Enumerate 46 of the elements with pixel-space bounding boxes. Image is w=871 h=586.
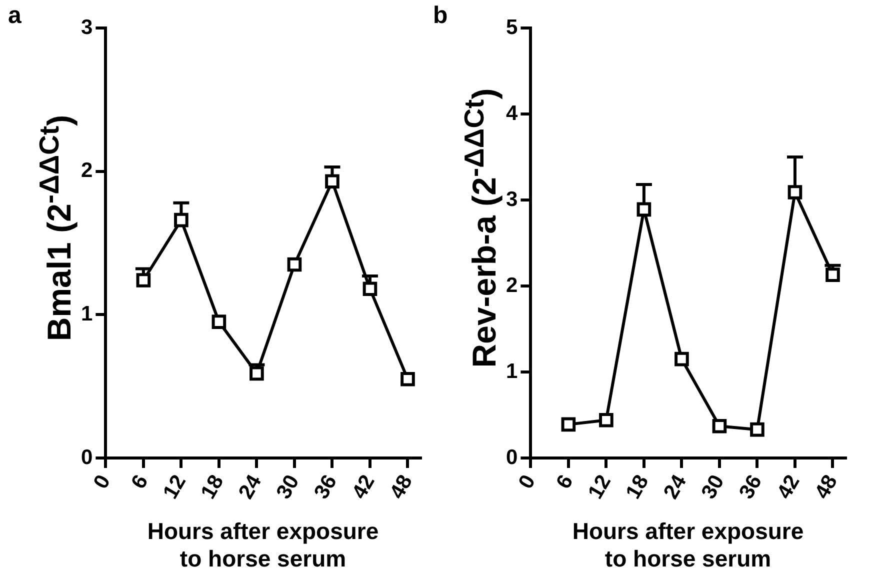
point	[826, 268, 840, 282]
y-tick-label: 1	[506, 360, 518, 383]
point	[750, 422, 764, 437]
y-tick-label: 0	[506, 446, 518, 469]
point	[212, 314, 226, 329]
x-tick-label: 36	[734, 471, 767, 503]
point	[636, 202, 652, 217]
x-tick-label: 42	[772, 471, 804, 503]
y-tick-label: 4	[506, 102, 518, 125]
x-tick-label: 24	[234, 470, 266, 503]
point	[400, 372, 415, 386]
x-tick-label: 12	[158, 471, 191, 503]
y-tick-label: 5	[506, 16, 518, 39]
point	[362, 282, 378, 296]
x-tick-label: 48	[385, 470, 418, 503]
x-tick-label: 18	[622, 470, 654, 503]
x-tick-label: 12	[584, 471, 616, 503]
point	[561, 417, 576, 432]
x-tick-label: 6	[552, 471, 578, 493]
y-tick-label: 2	[506, 274, 518, 297]
x-tick-label: 36	[310, 471, 342, 503]
x-tick-label: 30	[272, 471, 304, 503]
x-tick-label: 30	[697, 471, 729, 503]
point	[788, 185, 802, 200]
y-tick-label: 2	[80, 159, 93, 182]
x-axis-title: Hours after exposure to horse serum	[147, 518, 379, 572]
y-tick-label: 0	[80, 446, 93, 469]
y-tick-label: 3	[80, 16, 93, 39]
chart-title: b	[433, 2, 448, 30]
y-tick-label: 1	[80, 302, 93, 326]
point	[287, 257, 302, 272]
x-axis-title: Hours after exposure to horse serum	[572, 518, 804, 572]
x-tick-label: 48	[810, 470, 842, 503]
point	[174, 212, 188, 228]
chart-title: a	[8, 2, 22, 30]
point	[674, 352, 689, 366]
x-tick-label: 18	[196, 470, 228, 503]
point	[325, 174, 340, 189]
point	[712, 418, 727, 434]
y-tick-label: 3	[506, 188, 518, 211]
x-tick-label: 42	[348, 471, 380, 503]
point	[136, 273, 151, 288]
x-tick-label: 24	[659, 470, 692, 503]
point	[250, 366, 264, 381]
point	[599, 412, 614, 428]
x-tick-label: 6	[127, 471, 153, 493]
